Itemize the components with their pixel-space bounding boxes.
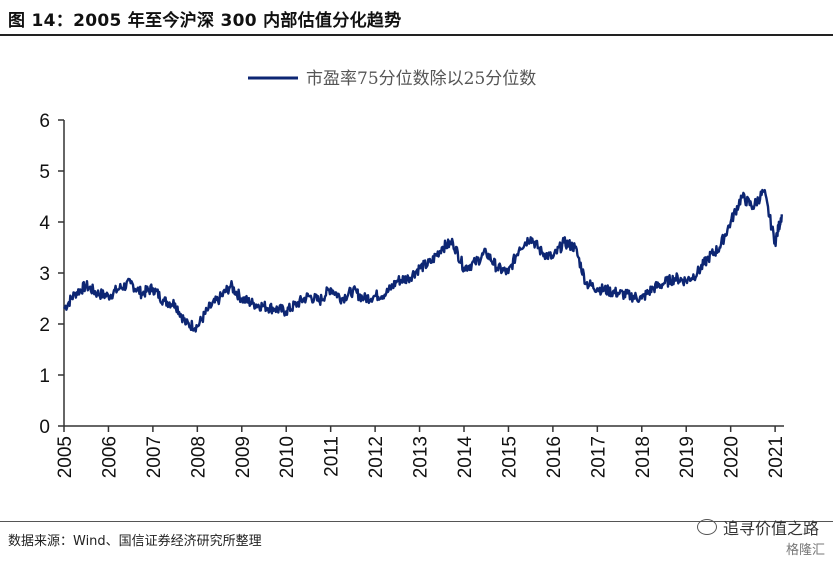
figure-title: 图 14：2005 年至今沪深 300 内部估值分化趋势 xyxy=(8,11,402,31)
watermark-secondary: 格隆汇 xyxy=(785,543,825,558)
watermark: 追寻价值之路 xyxy=(696,515,819,539)
y-tick-label: 3 xyxy=(39,264,50,285)
x-tick-label: 2019 xyxy=(677,436,698,478)
plot xyxy=(63,188,783,333)
x-tick-label: 2011 xyxy=(322,436,343,477)
y-tick-label: 1 xyxy=(39,366,50,387)
x-tick-label: 2018 xyxy=(633,436,654,478)
x-tick-label: 2010 xyxy=(277,436,298,478)
series-line xyxy=(63,188,783,333)
legend-label: 市盈率75分位数除以25分位数 xyxy=(306,69,536,89)
x-tick-label: 2005 xyxy=(55,436,76,478)
y-tick-label: 4 xyxy=(39,213,50,234)
y-tick-label: 5 xyxy=(39,162,50,183)
x-tick-label: 2021 xyxy=(766,436,787,478)
x-tick-label: 2012 xyxy=(366,436,387,478)
y-tick-label: 2 xyxy=(39,315,50,336)
axes: 0 1 2 3 4 5 6 2005 2006 2007 2008 2009 2010 2011 2012 2… xyxy=(39,111,787,478)
x-tick-label: 2020 xyxy=(722,436,743,478)
legend: 市盈率75分位数除以25分位数 xyxy=(248,69,536,89)
y-tick-label: 6 xyxy=(39,111,50,132)
x-tick-label: 2008 xyxy=(188,436,209,478)
x-tick-label: 2007 xyxy=(144,436,165,478)
wechat-icon xyxy=(696,519,717,535)
source-note: 数据来源：Wind、国信证券经济研究所整理 xyxy=(8,534,262,549)
bottom-divider xyxy=(0,521,833,522)
x-tick-label: 2017 xyxy=(588,436,609,478)
y-tick-label: 0 xyxy=(39,417,50,438)
x-tick-label: 2006 xyxy=(99,436,120,478)
x-tick-label: 2016 xyxy=(544,436,565,478)
x-tick-label: 2015 xyxy=(499,436,520,478)
x-tick-label: 2009 xyxy=(233,436,254,478)
watermark-text: 追寻价值之路 xyxy=(722,519,819,538)
x-tick-label: 2014 xyxy=(455,436,476,479)
x-tick-label: 2013 xyxy=(411,436,432,478)
chart-area: 市盈率75分位数除以25分位数 0 1 2 3 4 5 6 2005 2006 2007 2008 2… xyxy=(39,69,787,478)
top-divider xyxy=(0,34,833,36)
